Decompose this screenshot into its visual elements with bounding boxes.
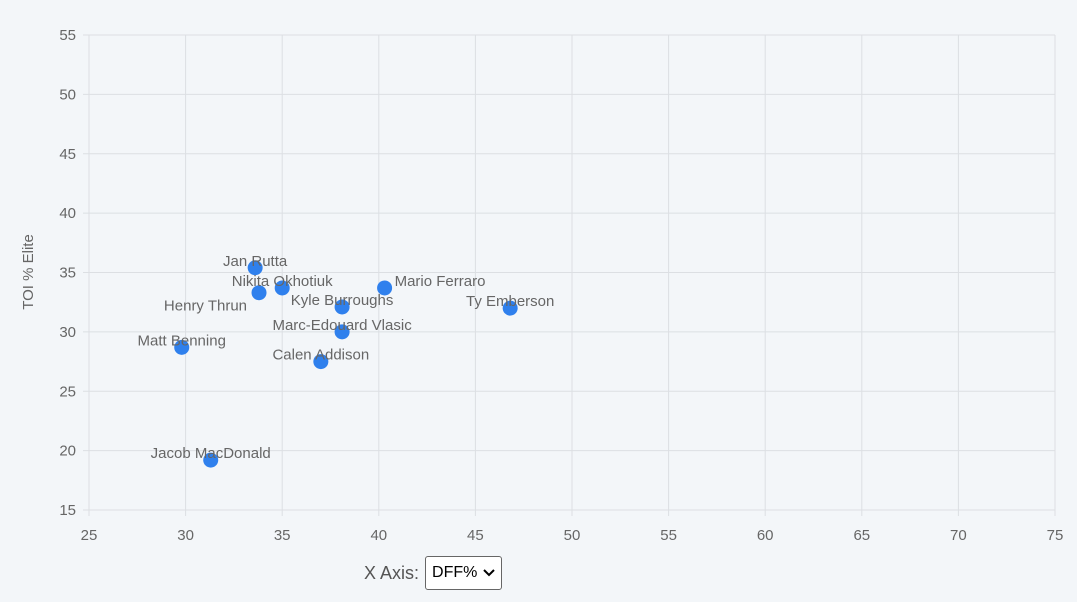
y-tick-label: 20 xyxy=(59,443,76,460)
data-point[interactable] xyxy=(334,299,350,315)
x-tick-label: 75 xyxy=(1047,527,1064,544)
point-label: Calen Addison xyxy=(272,347,369,364)
x-axis-control: X Axis: DFF% xyxy=(364,556,503,590)
x-tick-label: 60 xyxy=(757,527,774,544)
y-tick-label: 45 xyxy=(59,146,76,163)
x-tick-label: 70 xyxy=(950,527,967,544)
point-label: Nikita Okhotiuk xyxy=(232,273,333,290)
x-axis: 25 30 35 40 45 50 55 60 65 70 75 xyxy=(81,527,1064,544)
y-tick-label: 15 xyxy=(59,502,76,519)
x-tick-label: 30 xyxy=(177,527,194,544)
x-tick-label: 40 xyxy=(370,527,387,544)
scatter-chart: 25 30 35 40 45 50 55 60 65 70 75 15 20 25 30 35 40 45 50 5… xyxy=(20,27,1064,544)
chevron-down-icon xyxy=(483,569,496,577)
data-point[interactable] xyxy=(334,324,350,340)
y-tick-label: 55 xyxy=(59,27,76,44)
point-label: Mario Ferraro xyxy=(395,273,486,290)
grid xyxy=(83,34,1056,516)
y-axis: 15 20 25 30 35 40 45 50 55 xyxy=(59,27,76,519)
point-label: Kyle Burroughs xyxy=(291,292,394,309)
x-axis-select-value: DFF% xyxy=(432,564,478,581)
x-axis-label: X Axis: xyxy=(364,562,420,583)
point-label: Marc-Edouard Vlasic xyxy=(272,317,412,334)
data-point[interactable] xyxy=(313,354,329,370)
x-axis-select[interactable]: DFF% xyxy=(425,556,503,590)
y-tick-label: 30 xyxy=(59,324,76,341)
data-point[interactable] xyxy=(502,300,518,316)
x-tick-label: 65 xyxy=(853,527,870,544)
x-tick-label: 35 xyxy=(274,527,291,544)
point-label: Jan Rutta xyxy=(223,253,288,270)
point-label: Henry Thrun xyxy=(164,298,247,315)
y-tick-label: 50 xyxy=(59,86,76,103)
x-tick-label: 55 xyxy=(660,527,677,544)
points xyxy=(174,260,518,468)
point-label: Jacob MacDonald xyxy=(151,445,271,462)
point-label: Matt Benning xyxy=(138,332,226,349)
y-tick-label: 25 xyxy=(59,383,76,400)
y-tick-label: 35 xyxy=(59,265,76,282)
y-tick-label: 40 xyxy=(59,205,76,222)
y-axis-label: TOI % Elite xyxy=(20,234,37,310)
data-point[interactable] xyxy=(247,260,263,276)
x-tick-label: 25 xyxy=(81,527,98,544)
data-point[interactable] xyxy=(251,285,267,301)
x-tick-label: 50 xyxy=(564,527,581,544)
x-tick-label: 45 xyxy=(467,527,484,544)
data-point[interactable] xyxy=(274,280,290,296)
point-labels: Jan Rutta Nikita Okhotiuk Henry Thrun Mario… xyxy=(138,253,555,462)
point-label: Ty Emberson xyxy=(466,293,554,310)
data-point[interactable] xyxy=(203,452,219,468)
data-point[interactable] xyxy=(174,339,190,355)
data-point[interactable] xyxy=(377,280,393,296)
